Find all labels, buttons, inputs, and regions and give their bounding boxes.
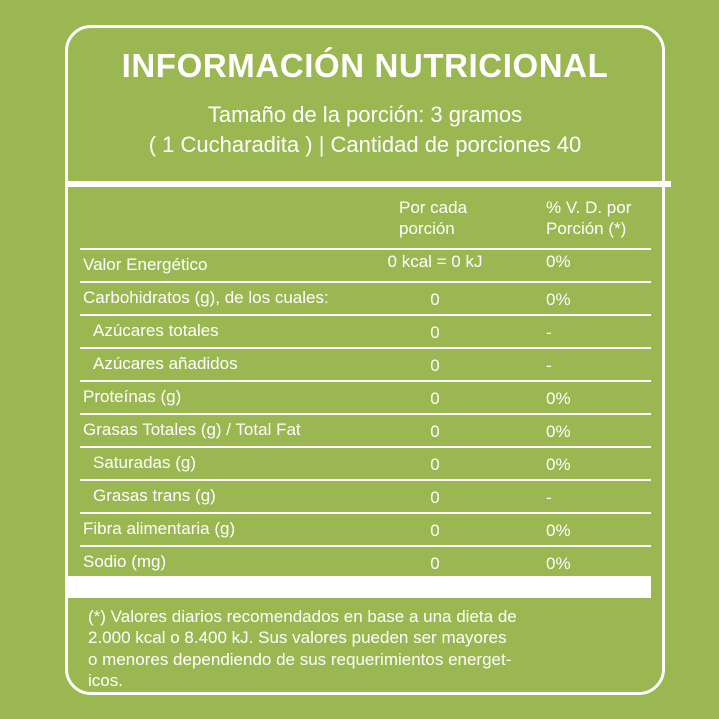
nutrient-name: Grasas trans (g) bbox=[93, 486, 216, 505]
column-header-daily-value-line2: Porción (*) bbox=[546, 218, 627, 238]
nutrient-table: Valor Energético 0 kcal = 0 kJ 0% Carbohidr… bbox=[80, 248, 651, 580]
nutrient-amount-per-serving: 0 bbox=[430, 455, 440, 474]
nutrient-percent-daily-value: 0% bbox=[546, 290, 571, 309]
footnote-line-3: o menores dependiendo de sus requerimien… bbox=[88, 649, 512, 669]
footnote-line-2: 2.000 kcal o 8.400 kJ. Sus valores puede… bbox=[88, 628, 507, 648]
column-header-per-serving-line1: Por cada bbox=[399, 198, 468, 217]
nutrient-name: Sodio (mg) bbox=[83, 552, 167, 571]
nutrient-percent-daily-value: 0% bbox=[546, 455, 571, 474]
footnote-line-1: (*) Valores diarios recomendados en base… bbox=[88, 607, 517, 626]
nutrient-percent-daily-value: - bbox=[546, 488, 552, 507]
header-divider-bar bbox=[65, 181, 671, 187]
nutrient-name: Azúcares añadidos bbox=[93, 354, 238, 373]
nutrient-amount-per-serving: 0 bbox=[430, 488, 440, 507]
daily-value-footnote: (*) Valores diarios recomendados en base… bbox=[88, 606, 640, 692]
table-row: Grasas trans (g) 0 - bbox=[80, 479, 651, 512]
label-header: INFORMACIÓN NUTRICIONAL Tamaño de la por… bbox=[68, 28, 662, 160]
servings-per-container-line: ( 1 Cucharadita ) | Cantidad de porcione… bbox=[148, 131, 582, 157]
nutrient-amount-per-serving: 0 bbox=[430, 554, 440, 573]
column-header-per-serving: Por cada porción bbox=[399, 198, 467, 239]
nutrient-name: Valor Energético bbox=[83, 255, 208, 274]
footnote-line-4: icos. bbox=[88, 671, 123, 691]
nutrient-percent-daily-value: - bbox=[546, 356, 552, 375]
nutrient-amount-per-serving: 0 bbox=[430, 356, 440, 375]
nutrient-amount-per-serving: 0 bbox=[430, 323, 440, 342]
table-row: Proteínas (g) 0 0% bbox=[80, 380, 651, 413]
nutrient-name: Azúcares totales bbox=[93, 321, 219, 340]
nutrient-amount-per-serving: 0 kcal = 0 kJ bbox=[387, 252, 483, 271]
table-row: Valor Energético 0 kcal = 0 kJ 0% bbox=[80, 248, 651, 281]
table-row: Saturadas (g) 0 0% bbox=[80, 446, 651, 479]
nutrient-percent-daily-value: 0% bbox=[546, 422, 571, 441]
serving-information: Tamaño de la porción: 3 gramos ( 1 Cucha… bbox=[68, 100, 662, 159]
page-title: INFORMACIÓN NUTRICIONAL bbox=[121, 47, 609, 84]
table-row: Azúcares añadidos 0 - bbox=[80, 347, 651, 380]
table-row: Sodio (mg) 0 0% bbox=[80, 545, 651, 580]
nutrient-percent-daily-value: 0% bbox=[546, 389, 571, 408]
nutrient-name: Proteínas (g) bbox=[83, 387, 182, 406]
nutrient-percent-daily-value: 0% bbox=[546, 521, 571, 540]
nutrient-percent-daily-value: 0% bbox=[546, 554, 571, 573]
column-header-daily-value-line1: % V. D. por bbox=[546, 198, 632, 217]
table-row: Carbohidratos (g), de los cuales: 0 0% bbox=[80, 281, 651, 314]
column-header-per-serving-line2: porción bbox=[399, 218, 455, 238]
nutrient-name: Fibra alimentaria (g) bbox=[83, 519, 236, 538]
nutrient-name: Grasas Totales (g) / Total Fat bbox=[83, 420, 301, 439]
table-row: Fibra alimentaria (g) 0 0% bbox=[80, 512, 651, 545]
nutrient-percent-daily-value: 0% bbox=[546, 252, 571, 271]
nutrient-name: Saturadas (g) bbox=[93, 453, 196, 472]
nutrient-name: Carbohidratos (g), de los cuales: bbox=[83, 288, 329, 307]
serving-size-line: Tamaño de la porción: 3 gramos bbox=[207, 102, 523, 128]
nutrient-percent-daily-value: - bbox=[546, 323, 552, 342]
column-header-daily-value: % V. D. por Porción (*) bbox=[546, 198, 631, 239]
nutrient-amount-per-serving: 0 bbox=[430, 389, 440, 408]
table-column-headers: Por cada porción % V. D. por Porción (*) bbox=[68, 198, 662, 248]
table-row: Grasas Totales (g) / Total Fat 0 0% bbox=[80, 413, 651, 446]
nutrient-amount-per-serving: 0 bbox=[430, 422, 440, 441]
nutrient-amount-per-serving: 0 bbox=[430, 521, 440, 540]
footnote-divider-bar bbox=[65, 576, 651, 598]
table-row: Azúcares totales 0 - bbox=[80, 314, 651, 347]
nutrient-amount-per-serving: 0 bbox=[430, 290, 440, 309]
nutrition-facts-card: INFORMACIÓN NUTRICIONAL Tamaño de la por… bbox=[65, 25, 671, 695]
